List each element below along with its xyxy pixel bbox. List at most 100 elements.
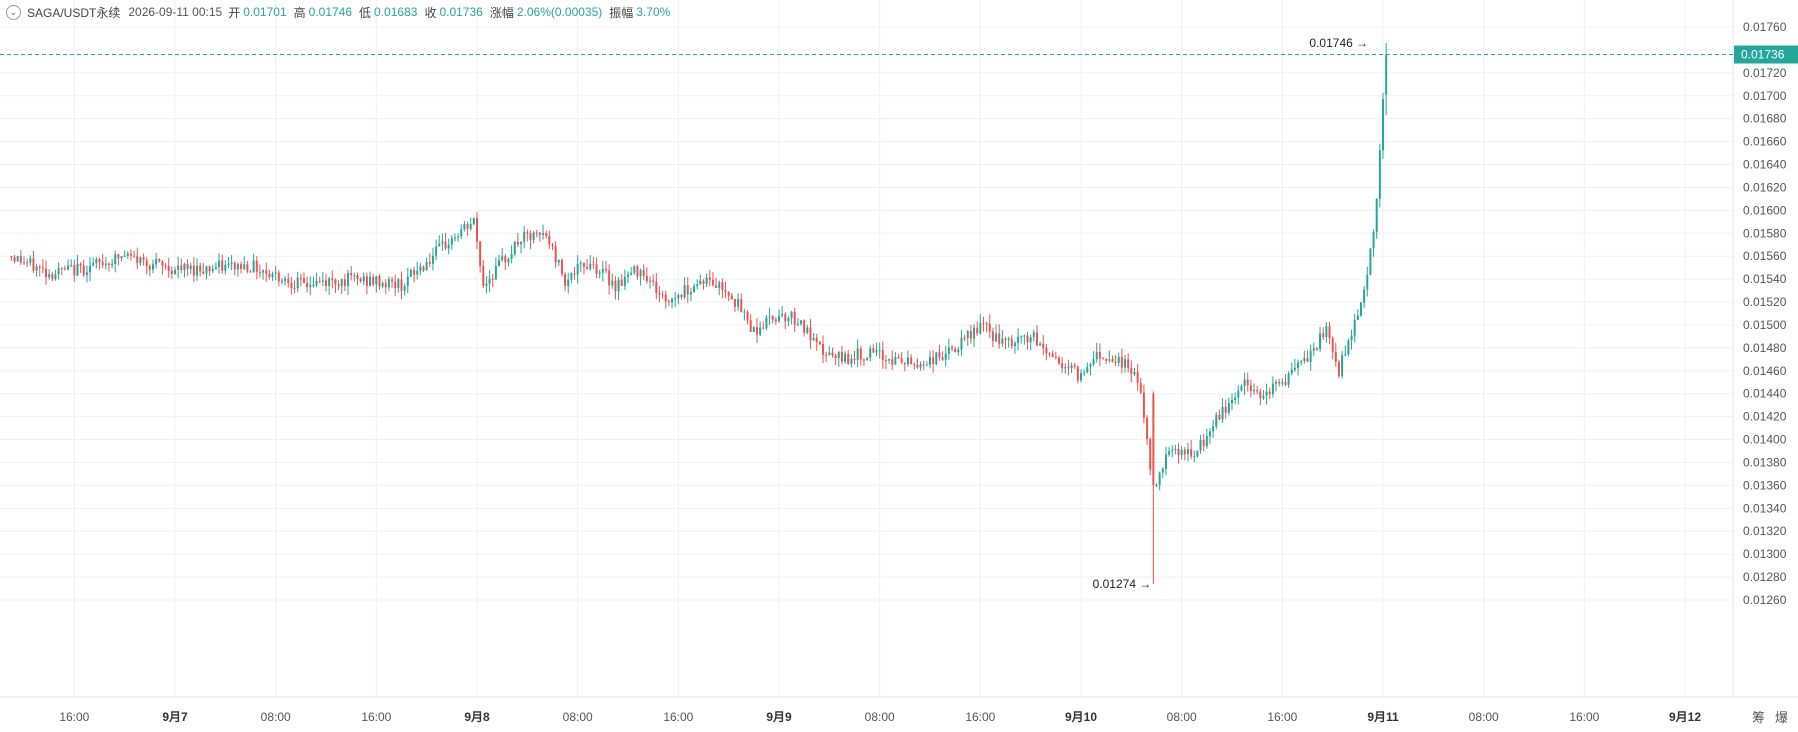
candle-body: [362, 276, 365, 282]
candle-body: [1098, 352, 1101, 359]
candle-body: [1089, 364, 1092, 367]
candle-body: [1334, 351, 1337, 362]
candle-body: [680, 294, 683, 298]
candle-body: [26, 262, 29, 264]
candle: [151, 259, 154, 274]
candle: [476, 211, 478, 250]
candle-body: [903, 362, 906, 365]
candle: [1227, 397, 1230, 416]
candle-body: [1045, 347, 1048, 354]
candle: [1029, 334, 1032, 351]
candle-body: [598, 272, 601, 274]
liquidation-button[interactable]: 爆: [1774, 710, 1788, 725]
candle-body: [369, 276, 372, 286]
chips-distribution-button[interactable]: 筹: [1751, 710, 1765, 725]
candle: [658, 286, 661, 303]
x-tick-label: 08:00: [261, 710, 291, 724]
candle: [16, 255, 19, 262]
candle-body: [699, 280, 702, 285]
candle: [1117, 352, 1120, 367]
candle-body: [133, 255, 136, 257]
candle: [850, 354, 853, 368]
candle-body: [564, 274, 567, 286]
candle: [998, 324, 1001, 349]
candle-body: [290, 282, 293, 289]
candle-body: [95, 259, 98, 264]
candle: [680, 294, 683, 300]
candles: [10, 43, 1388, 584]
candle: [929, 350, 931, 369]
candle: [966, 330, 969, 346]
candle-body: [850, 358, 853, 364]
candle-body: [208, 266, 211, 272]
candle: [608, 264, 611, 295]
candle-body: [1139, 383, 1142, 393]
candle: [1183, 446, 1186, 461]
candle: [466, 221, 469, 236]
candle: [1023, 334, 1026, 345]
candle-body: [224, 264, 227, 271]
candle: [878, 342, 881, 359]
candle: [208, 265, 211, 276]
symbol-name[interactable]: SAGA/USDT永续: [27, 5, 121, 20]
candle-body: [1196, 450, 1199, 457]
candle: [343, 273, 346, 292]
candle-body: [306, 282, 309, 288]
candle: [560, 258, 563, 277]
candle-body: [1010, 338, 1013, 347]
amplitude-label: 振幅: [609, 5, 634, 20]
candle-body: [878, 350, 881, 352]
candle-body: [347, 272, 350, 287]
x-tick-label: 16:00: [965, 710, 995, 724]
candle-body: [387, 279, 390, 288]
candle: [73, 259, 76, 282]
candle-body: [1017, 336, 1020, 343]
candle: [10, 256, 13, 261]
candle-body: [438, 243, 441, 247]
candle: [1026, 332, 1029, 350]
candle: [158, 258, 161, 263]
candle-body: [1353, 320, 1356, 336]
candle: [1127, 353, 1130, 373]
candle-body: [233, 262, 236, 270]
candle: [117, 253, 120, 266]
candle-body: [460, 229, 463, 237]
candle: [1193, 450, 1196, 463]
candle: [145, 257, 148, 275]
candle-body: [274, 272, 277, 274]
candle-body: [394, 281, 397, 289]
candle: [995, 324, 998, 343]
candle: [183, 262, 186, 278]
candle: [369, 271, 372, 287]
candle: [1249, 379, 1252, 398]
candle-body: [1039, 343, 1042, 346]
last-price-label: 0.01736: [1741, 48, 1785, 62]
candle-body: [617, 279, 620, 292]
candle: [120, 255, 123, 262]
candle-body: [315, 281, 318, 286]
candle-body: [1051, 353, 1054, 357]
candle: [1051, 350, 1054, 358]
candle: [356, 272, 359, 286]
high-label: 高: [293, 5, 306, 20]
candle: [435, 239, 438, 261]
candle-body: [969, 331, 972, 339]
candle-body: [1149, 439, 1152, 470]
chevron-down-icon[interactable]: ⌄: [6, 4, 21, 20]
candle: [413, 266, 416, 283]
candle: [910, 354, 913, 365]
candle: [469, 217, 472, 232]
candle-body: [1183, 449, 1186, 455]
candle-datetime: 2026-09-11 00:15: [128, 5, 223, 19]
candle: [935, 352, 938, 366]
candle-body: [513, 241, 516, 255]
candle-body: [954, 348, 957, 353]
candle-body: [240, 264, 243, 269]
candle: [1001, 330, 1004, 347]
candle-body: [287, 278, 290, 283]
candle: [1221, 398, 1224, 423]
candle: [903, 362, 906, 372]
candle: [1130, 360, 1133, 383]
